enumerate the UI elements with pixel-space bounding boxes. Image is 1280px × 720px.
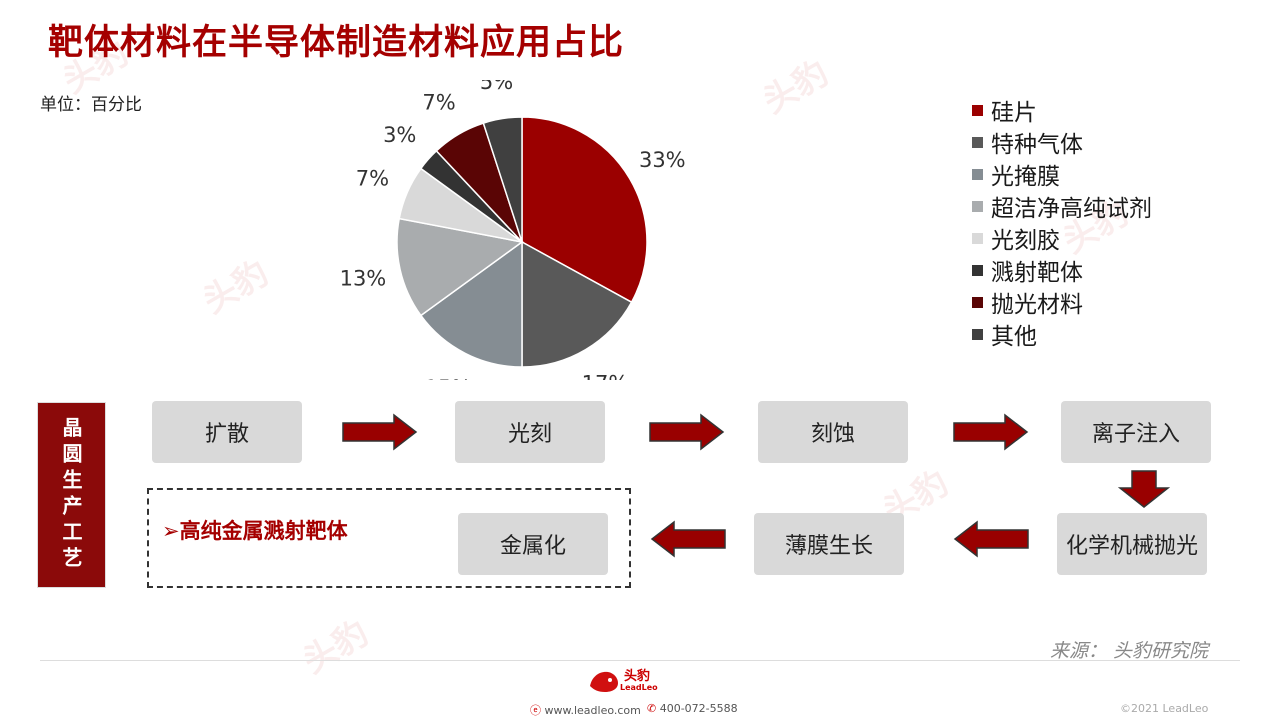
legend-item: 光刻胶 (972, 222, 1152, 254)
watermark: 头豹 (296, 613, 376, 682)
legend-swatch (972, 136, 983, 148)
brand-name: 头豹 (624, 669, 651, 684)
legend-label: 特种气体 (991, 132, 1083, 158)
legend-swatch (972, 232, 983, 244)
pie-data-label: 13% (340, 267, 387, 291)
legend-label: 硅片 (991, 100, 1037, 126)
legend-label: 超洁净高纯试剂 (991, 196, 1152, 222)
legend-label: 其他 (991, 324, 1037, 350)
legend-swatch (972, 264, 983, 276)
source-note: 来源： 头豹研究院 (1050, 640, 1209, 662)
pie-data-label: 33% (639, 148, 686, 172)
brand-sub: LeadLeo (620, 683, 658, 692)
pie-data-label: 5% (480, 80, 513, 94)
legend-swatch (972, 296, 983, 308)
footer-divider (40, 660, 1240, 661)
footer-website[interactable]: ⓔ www.leadleo.com (530, 702, 641, 718)
arrow-left-icon (953, 520, 1029, 558)
pie-slice (521, 240, 633, 368)
watermark: 头豹 (196, 253, 276, 322)
legend-item: 其他 (972, 318, 1152, 350)
pie-data-label: 15% (425, 376, 472, 380)
pie-slice (419, 240, 523, 368)
legend-label: 光掩膜 (991, 164, 1060, 190)
leopard-logo-icon (590, 671, 618, 692)
brand-logo: 头豹 LeadLeo (588, 668, 658, 694)
legend-item: 抛光材料 (972, 286, 1152, 318)
step-thin-film: 薄膜生长 (754, 513, 904, 575)
arrow-left-icon (650, 520, 726, 558)
legend-label: 抛光材料 (991, 292, 1083, 318)
legend-item: 溅射靶体 (972, 254, 1152, 286)
step-metallization: 金属化 (458, 513, 608, 575)
legend-swatch (972, 168, 983, 180)
process-side-label: 晶圆生产工艺 (37, 402, 106, 588)
step-ion-implant: 离子注入 (1061, 401, 1211, 463)
step-diffusion: 扩散 (152, 401, 302, 463)
pie-slice (521, 116, 648, 304)
arrow-right-icon (953, 413, 1029, 451)
phone-icon: ✆ (647, 702, 657, 715)
legend-item: 光掩膜 (972, 158, 1152, 190)
unit-label: 单位：百分比 (40, 95, 142, 115)
phone-text: 400-072-5588 (659, 702, 738, 715)
highlight-box (147, 488, 631, 588)
website-text: www.leadleo.com (544, 704, 641, 717)
legend-swatch (972, 104, 983, 116)
legend-label: 光刻胶 (991, 228, 1060, 254)
pie-slice (396, 217, 524, 317)
pie-chart: 33%17%15%13%7%3%7%5% (340, 70, 686, 400)
watermark: 头豹 (756, 53, 836, 122)
arrow-right-icon (649, 413, 725, 451)
legend-item: 特种气体 (972, 126, 1152, 158)
pie-slice (482, 116, 523, 243)
legend-label: 溅射靶体 (991, 260, 1083, 286)
arrow-right-icon (342, 413, 418, 451)
page-title: 靶体材料在半导体制造材料应用占比 (48, 23, 625, 63)
chart-legend: 硅片特种气体光掩膜超洁净高纯试剂 光刻胶溅射靶体抛光材料其他 (972, 94, 1152, 350)
step-etching: 刻蚀 (758, 401, 908, 463)
pie-data-label: 7% (422, 91, 455, 115)
footer-phone: ✆ 400-072-5588 (647, 702, 738, 715)
legend-item: 超洁净高纯试剂 (972, 190, 1152, 222)
legend-item: 硅片 (972, 94, 1152, 126)
pie-data-label: 3% (383, 123, 416, 147)
pie-data-label: 17% (582, 371, 629, 380)
highlight-text: ➢高纯金属溅射靶体 (162, 519, 348, 543)
pie-chart-container: 33%17%15%13%7%3%7%5% (330, 70, 730, 400)
arrow-down-icon (1118, 470, 1170, 508)
process-side-label-text: 晶圆生产工艺 (59, 417, 83, 573)
legend-swatch (972, 328, 983, 340)
step-cmp: 化学机械抛光 (1057, 513, 1207, 575)
legend-swatch (972, 200, 983, 212)
globe-icon: ⓔ (530, 704, 541, 717)
pie-data-label: 7% (356, 166, 389, 190)
step-lithography: 光刻 (455, 401, 605, 463)
copyright: ©2021 LeadLeo (1120, 702, 1209, 715)
